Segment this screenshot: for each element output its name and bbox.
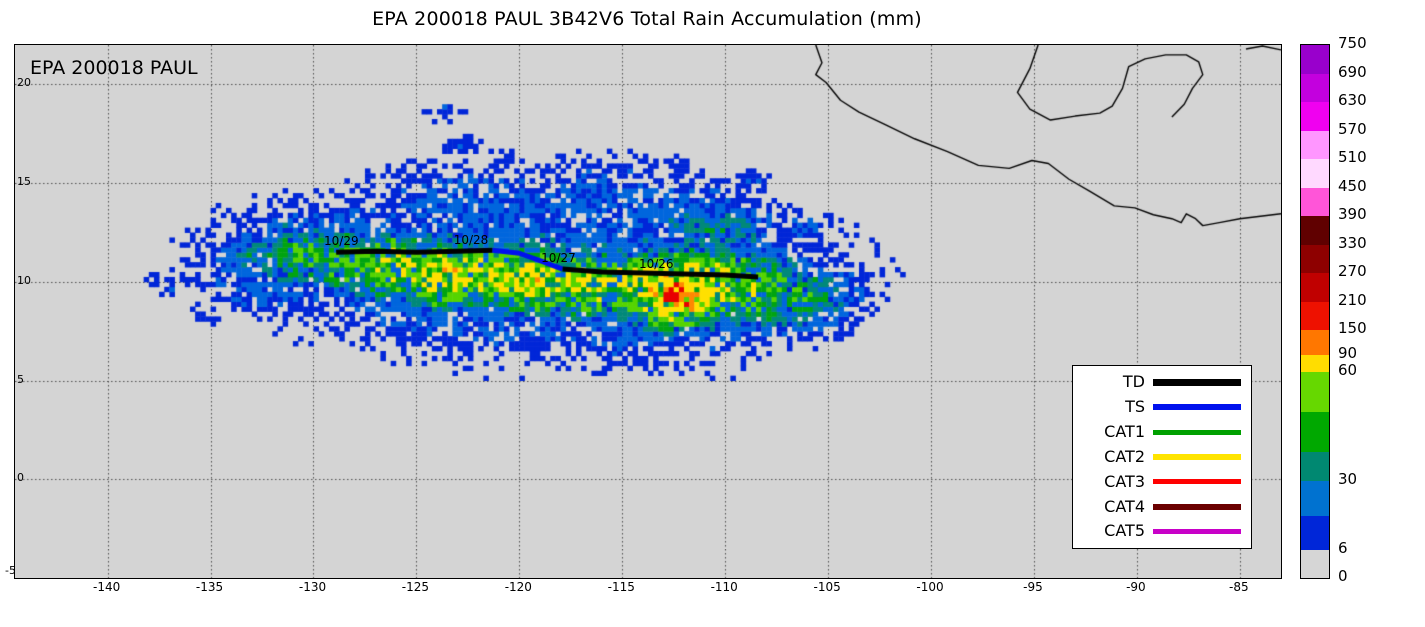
colorbar-tick-label: 0 [1338, 567, 1348, 585]
y-tick-label: 10 [17, 273, 31, 287]
colorbar-segment [1301, 550, 1329, 578]
y-tick-label: -5 [5, 564, 16, 577]
legend-label: CAT3 [1104, 471, 1145, 491]
legend-item: CAT4 [1083, 496, 1241, 516]
track-date-label: 10/26 [638, 256, 674, 271]
x-tick-label: -140 [93, 580, 121, 594]
colorbar-segment [1301, 372, 1329, 412]
colorbar-segment [1301, 74, 1329, 102]
legend-item: CAT5 [1083, 523, 1241, 539]
legend-label: CAT1 [1104, 422, 1145, 442]
x-tick-label: -125 [401, 580, 430, 594]
y-tick-label: 15 [17, 175, 31, 189]
legend-label: CAT5 [1104, 521, 1145, 541]
y-tick-label: 5 [17, 372, 24, 386]
legend-item: CAT2 [1083, 446, 1241, 466]
colorbar-tick-label: 270 [1338, 262, 1367, 280]
colorbar-segment [1301, 45, 1329, 74]
legend-swatch [1153, 503, 1241, 510]
colorbar-segment [1301, 188, 1329, 216]
legend-swatch [1153, 479, 1241, 485]
colorbar-tick-label: 450 [1338, 177, 1367, 195]
x-tick-label: -115 [607, 580, 635, 594]
colorbar-segment [1301, 302, 1329, 330]
storm-label: EPA 200018 PAUL [30, 57, 198, 79]
colorbar-segment [1301, 245, 1329, 273]
x-tick-label: -100 [916, 580, 944, 594]
x-tick-label: -135 [195, 580, 224, 594]
colorbar-tick-label: 150 [1338, 319, 1367, 337]
legend-swatch [1153, 404, 1241, 411]
colorbar-segment [1301, 273, 1329, 302]
colorbar-tick-label: 570 [1338, 120, 1367, 138]
colorbar-tick-label: 750 [1338, 34, 1367, 52]
colorbar-segment [1301, 131, 1329, 159]
colorbar-tick-label: 6 [1338, 539, 1348, 557]
colorbar-segment [1301, 516, 1329, 550]
chart-title: EPA 200018 PAUL 3B42V6 Total Rain Accumu… [372, 8, 922, 30]
legend-swatch [1153, 528, 1241, 534]
colorbar-tick-label: 90 [1338, 344, 1358, 362]
legend-swatch [1153, 429, 1241, 435]
colorbar-segment [1301, 412, 1329, 452]
legend-item: CAT1 [1083, 424, 1241, 440]
legend-item: CAT3 [1083, 471, 1241, 491]
colorbar-tick-label: 390 [1338, 205, 1367, 223]
legend-item: TS [1083, 399, 1241, 415]
colorbar-segment [1301, 481, 1329, 516]
colorbar-tick-label: 630 [1338, 91, 1367, 109]
x-tick-label: -95 [1023, 580, 1043, 594]
x-tick-label: -120 [504, 580, 532, 594]
x-tick-label: -85 [1229, 580, 1249, 594]
colorbar-tick-label: 60 [1338, 361, 1358, 379]
colorbar [1300, 44, 1330, 579]
colorbar-tick-label: 210 [1338, 291, 1367, 309]
x-tick-label: -105 [813, 580, 841, 594]
colorbar-tick-label: 30 [1338, 470, 1358, 488]
colorbar-tick-label: 690 [1338, 63, 1367, 81]
legend-item: TD [1083, 374, 1241, 390]
colorbar-segment [1301, 102, 1329, 131]
legend-label: TD [1122, 372, 1145, 392]
colorbar-tick-label: 330 [1338, 234, 1367, 252]
y-tick-label: 0 [17, 471, 24, 485]
legend-label: CAT2 [1104, 446, 1145, 466]
colorbar-segment [1301, 330, 1329, 355]
colorbar-segment [1301, 159, 1329, 188]
colorbar-segment [1301, 355, 1329, 372]
x-tick-label: -110 [710, 580, 738, 594]
legend-swatch [1153, 378, 1241, 386]
colorbar-tick-label: 510 [1338, 148, 1367, 166]
map-plot-area [14, 44, 1282, 579]
track-date-label: 10/27 [541, 251, 576, 266]
track-date-label: 10/29 [324, 234, 359, 249]
y-tick-label: 20 [17, 76, 31, 90]
track-date-label: 10/28 [453, 233, 489, 248]
legend-label: CAT4 [1104, 496, 1145, 516]
x-tick-label: -130 [298, 580, 327, 594]
track-legend: TD TS CAT1 CAT2 CAT3 CAT4 CAT5 [1072, 365, 1252, 549]
rain-accumulation-map [15, 45, 1281, 578]
legend-swatch [1153, 453, 1241, 460]
colorbar-segment [1301, 216, 1329, 245]
x-tick-label: -90 [1126, 580, 1146, 594]
colorbar-segment [1301, 452, 1329, 481]
legend-label: TS [1125, 397, 1145, 417]
